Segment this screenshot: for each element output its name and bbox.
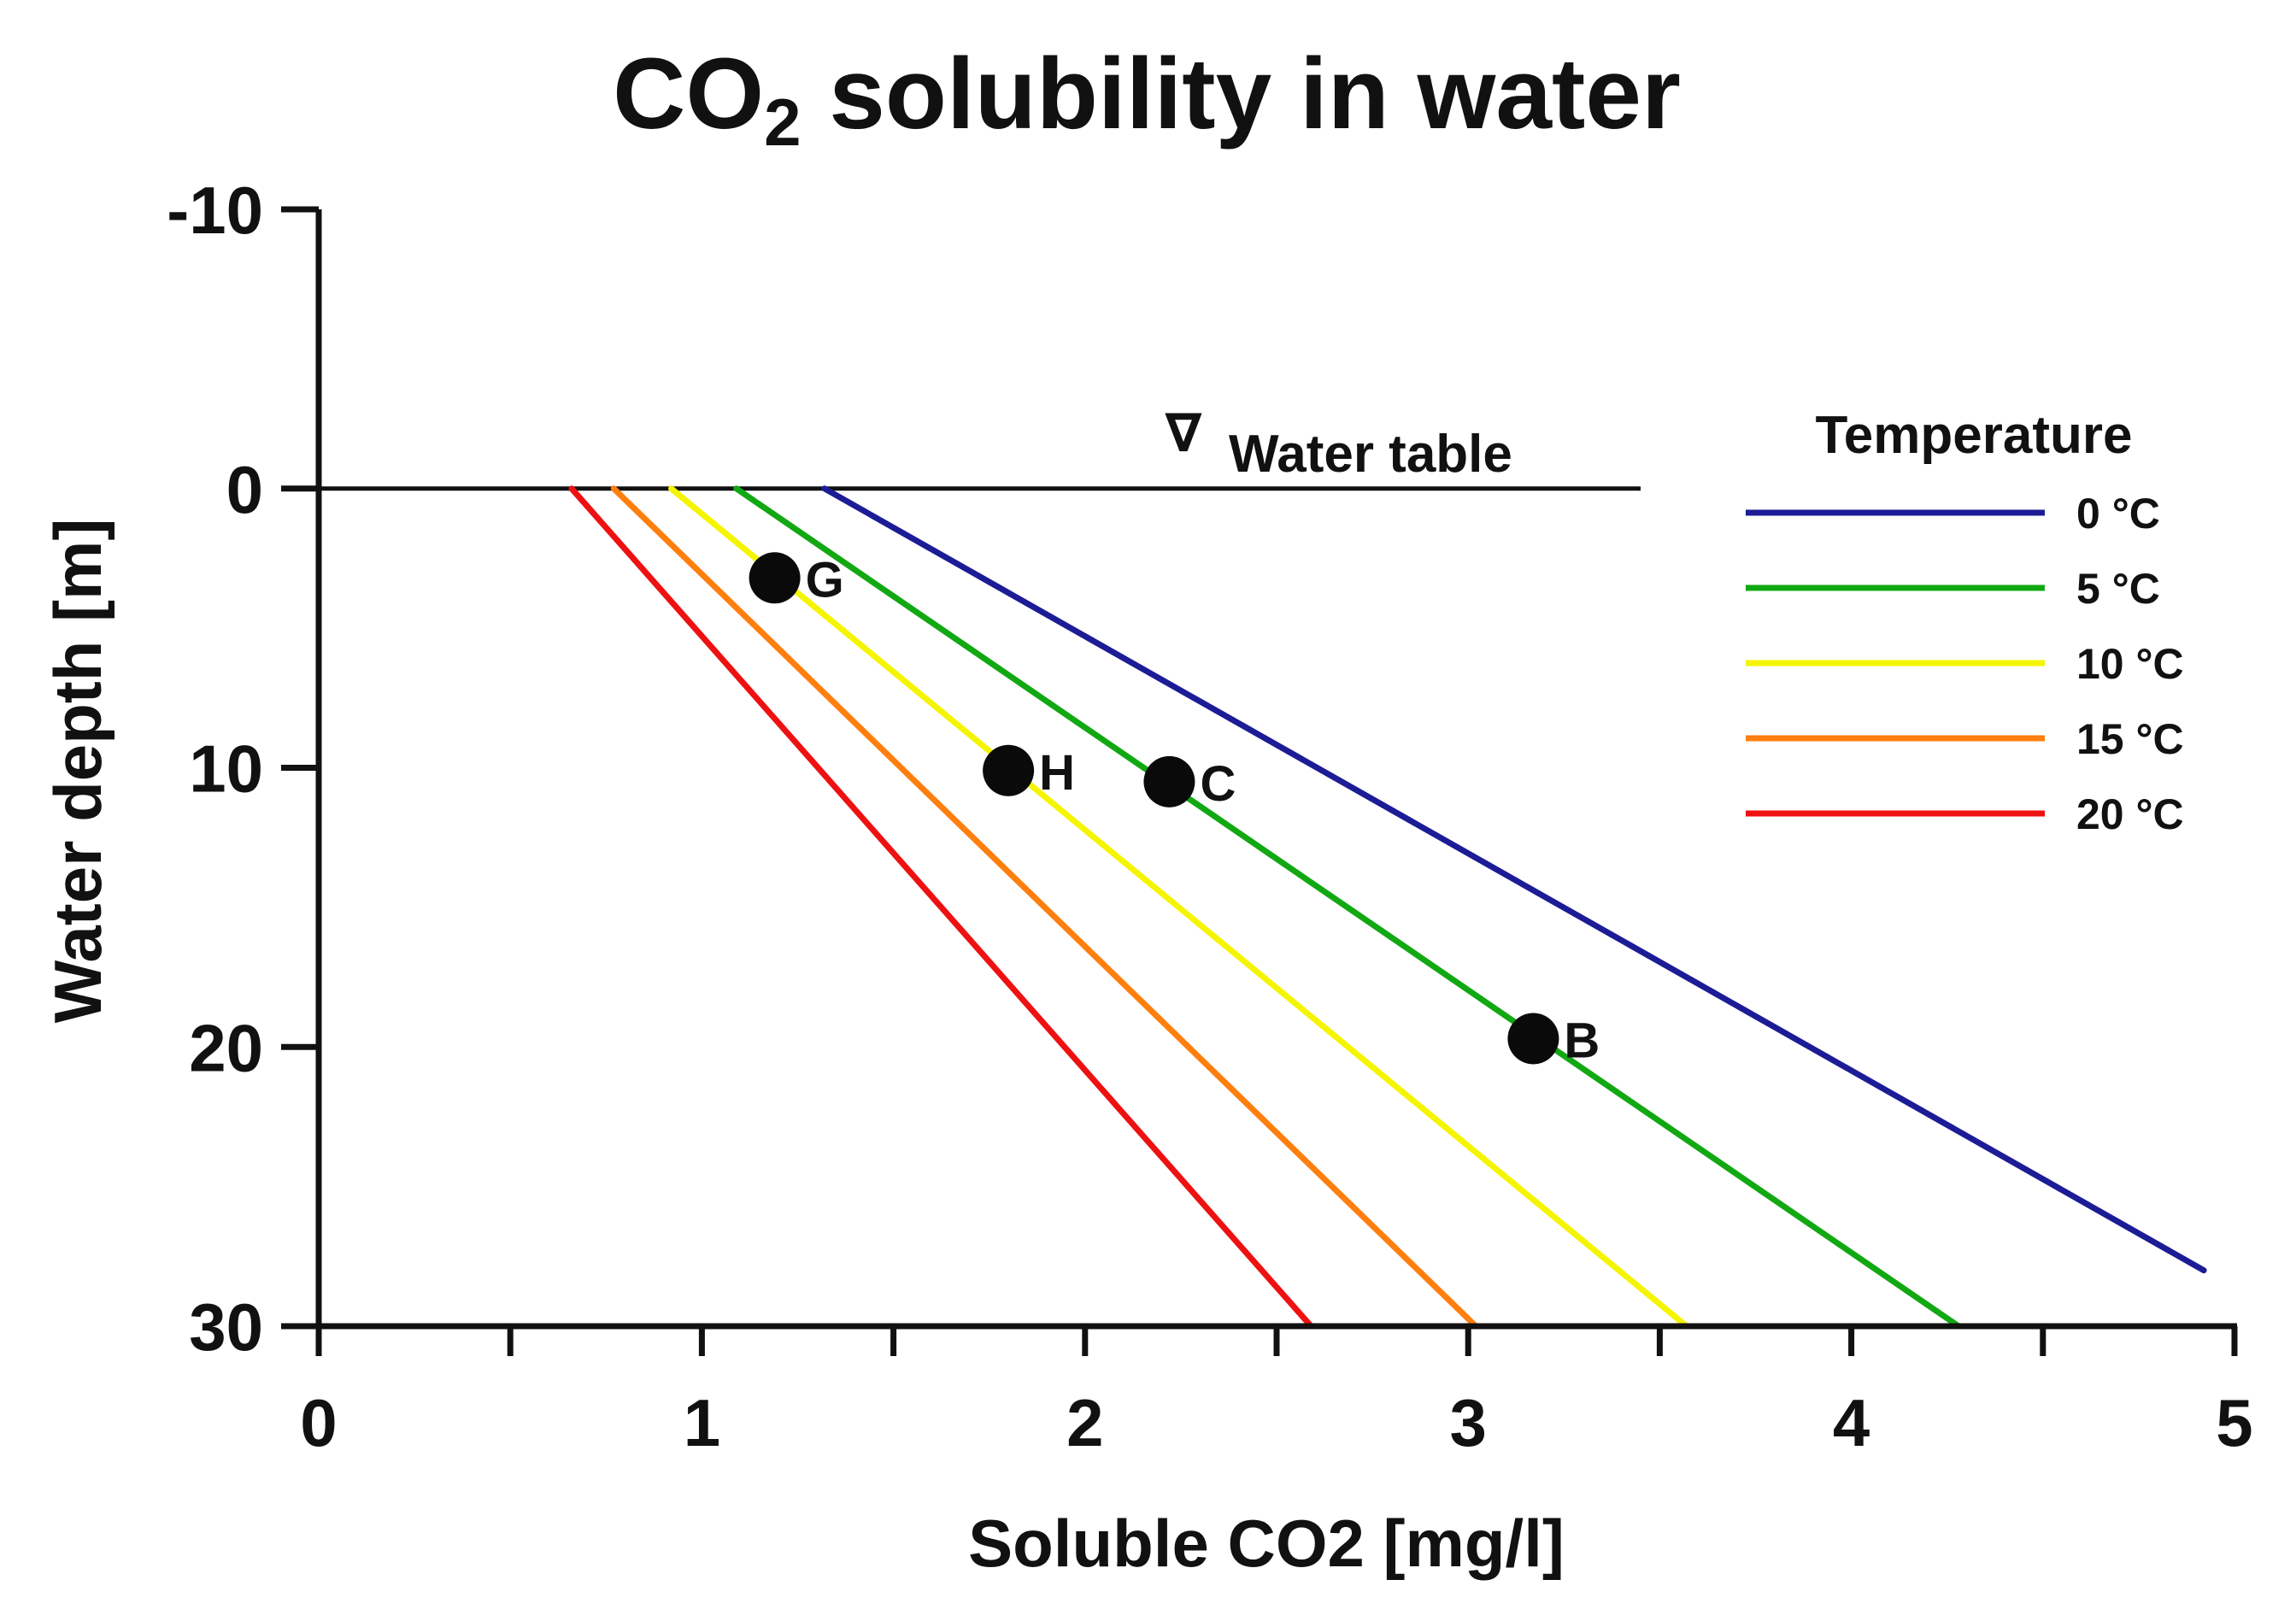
series-lines <box>568 485 2207 1330</box>
series-line-20c <box>568 485 1314 1330</box>
y-tick-label: -10 <box>167 173 263 248</box>
legend: Temperature 0 °C 5 °C 10 °C 15 °C 20 °C <box>1746 406 2184 838</box>
point-label-h: H <box>1039 745 1075 801</box>
y-tick-label: 10 <box>189 731 263 807</box>
sample-points: G H C B <box>749 552 1600 1068</box>
x-tick-label: 0 <box>300 1385 337 1460</box>
legend-label-0: 0 °C <box>2076 490 2160 537</box>
chart-title: CO2 solubility in water <box>613 38 1681 160</box>
point-g <box>749 552 801 604</box>
series-line-10c <box>668 485 1690 1330</box>
series-line-15c <box>610 485 1479 1330</box>
chart-title-main: CO <box>613 38 764 150</box>
x-axis-title: Soluble CO2 [mg/l] <box>968 1506 1565 1581</box>
point-h <box>983 744 1035 796</box>
y-tick-label: 0 <box>226 452 263 527</box>
y-tick-label: 30 <box>189 1289 263 1365</box>
legend-title: Temperature <box>1816 406 2133 465</box>
x-tick-label: 3 <box>1450 1385 1487 1460</box>
legend-label-3: 15 °C <box>2076 715 2184 763</box>
water-table-symbol: ∇ <box>1165 404 1202 463</box>
chart-title-rest: solubility in water <box>802 38 1681 150</box>
legend-label-4: 20 °C <box>2076 790 2184 838</box>
y-tick-label: 20 <box>189 1010 263 1085</box>
point-label-b: B <box>1564 1013 1600 1068</box>
axes <box>281 206 2238 1356</box>
water-table-label: Water table <box>1229 425 1512 484</box>
series-line-5c <box>733 485 1962 1330</box>
point-b <box>1507 1013 1559 1065</box>
chart-title-subscript: 2 <box>764 85 801 160</box>
water-table: ∇ Water table <box>319 404 1641 491</box>
legend-label-1: 5 °C <box>2076 565 2160 613</box>
legend-label-2: 10 °C <box>2076 640 2184 688</box>
x-tick-label: 5 <box>2216 1385 2252 1460</box>
x-tick-label: 2 <box>1066 1385 1103 1460</box>
tick-labels: 0 1 2 3 4 5 -10 0 10 20 30 <box>167 173 2252 1460</box>
point-label-g: G <box>806 552 844 608</box>
x-tick-label: 4 <box>1833 1385 1870 1460</box>
x-tick-label: 1 <box>684 1385 720 1460</box>
point-label-c: C <box>1200 756 1236 812</box>
series-line-0c <box>821 485 2207 1274</box>
y-axis-title: Water depth [m] <box>40 519 115 1024</box>
point-c <box>1143 755 1195 808</box>
